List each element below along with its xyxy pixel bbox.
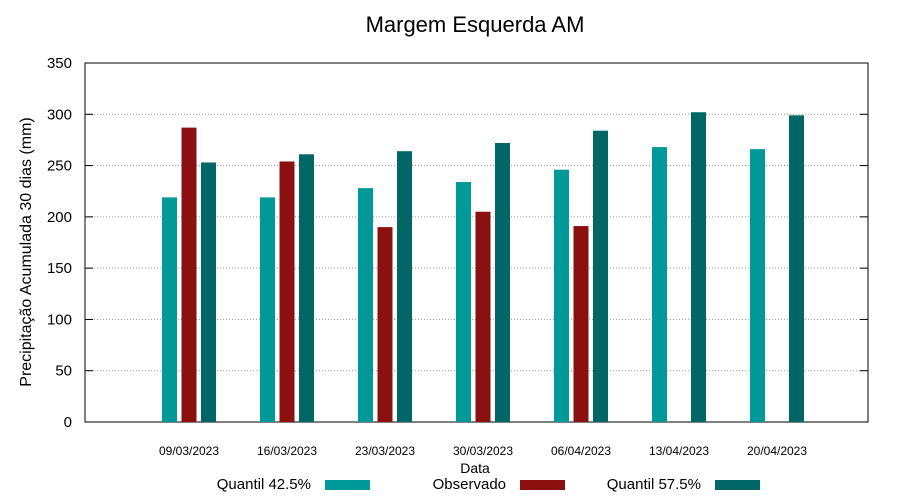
bar-quantil-42-5 (162, 197, 177, 422)
bar-quantil-42-5 (750, 149, 765, 422)
bars (162, 112, 804, 423)
legend-swatch (325, 480, 370, 490)
legend: Quantil 42.5% Observado Quantil 57.5% (217, 476, 760, 493)
y-tick-label: 300 (47, 106, 72, 123)
bar-quantil-42-5 (456, 181, 471, 422)
y-tick-label: 100 (47, 311, 72, 328)
bar-quantil-57-5 (201, 162, 216, 422)
bar-quantil-57-5 (593, 130, 608, 422)
bar-observado (181, 127, 197, 423)
bar-quantil-42-5 (554, 169, 569, 422)
legend-label: Observado (433, 476, 506, 493)
bar-quantil-42-5 (652, 147, 667, 422)
legend-swatch (520, 480, 565, 490)
x-axis: 09/03/2023 16/03/2023 23/03/2023 30/03/2023… (159, 444, 807, 458)
chart-title: Margem Esquerda AM (366, 12, 585, 37)
y-tick-label: 50 (55, 363, 72, 380)
x-tick-label: 09/03/2023 (159, 444, 219, 458)
y-tick-label: 350 (47, 55, 72, 72)
bar-quantil-57-5 (397, 151, 412, 422)
bar-quantil-57-5 (495, 143, 510, 422)
bar-quantil-57-5 (691, 112, 706, 422)
x-tick-label: 23/03/2023 (355, 444, 415, 458)
bar-quantil-42-5 (260, 197, 275, 422)
legend-label: Quantil 57.5% (607, 476, 701, 493)
bar-quantil-57-5 (299, 154, 314, 422)
y-axis: 0 50 100 150 200 250 300 350 (47, 55, 868, 431)
x-tick-label: 06/04/2023 (551, 444, 611, 458)
legend-label: Quantil 42.5% (217, 476, 311, 493)
bar-observado (475, 211, 491, 422)
x-axis-label: Data (460, 460, 490, 476)
x-tick-label: 30/03/2023 (453, 444, 513, 458)
legend-swatch (715, 480, 760, 490)
x-tick-label: 20/04/2023 (747, 444, 807, 458)
y-tick-label: 200 (47, 209, 72, 226)
x-tick-label: 13/04/2023 (649, 444, 709, 458)
y-axis-label: Precipitação Acumulada 30 dias (mm) (18, 117, 35, 386)
y-tick-label: 250 (47, 158, 72, 175)
x-tick-label: 16/03/2023 (257, 444, 317, 458)
y-tick-label: 150 (47, 260, 72, 277)
bar-quantil-57-5 (789, 115, 804, 422)
bar-observado (377, 227, 393, 422)
bar-quantil-42-5 (358, 188, 373, 422)
y-tick-label: 0 (64, 414, 72, 431)
bar-observado (279, 161, 295, 422)
bar-observado (573, 226, 589, 422)
